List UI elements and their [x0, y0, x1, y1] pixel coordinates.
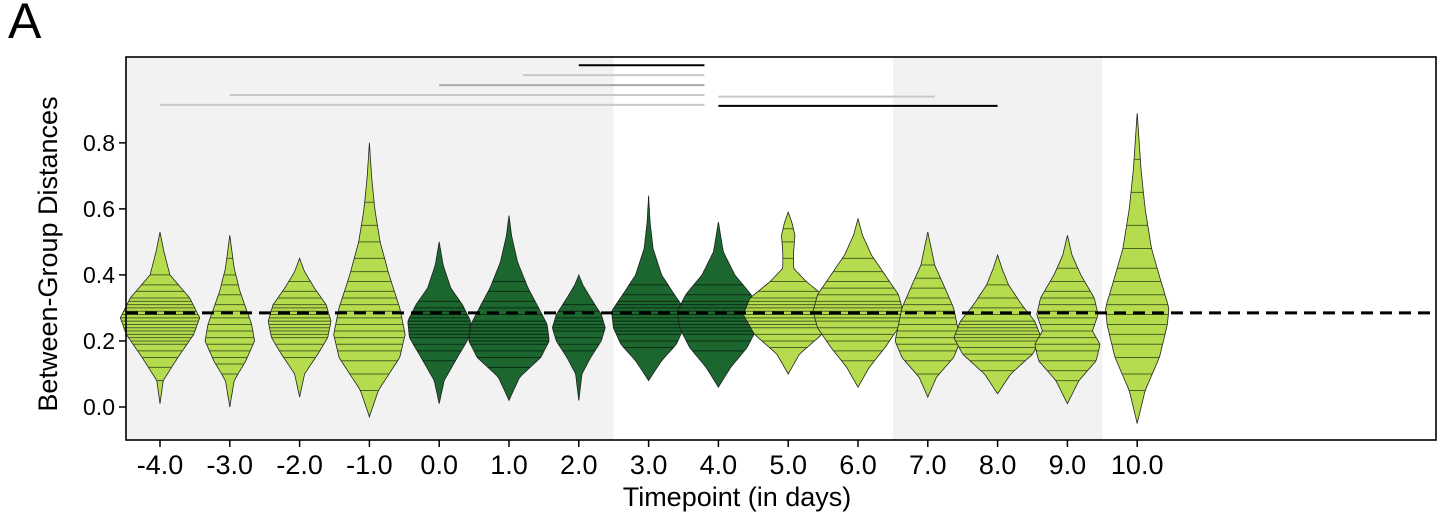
violin-body-0.0	[407, 241, 471, 404]
y-tick-label-4: 0.8	[83, 130, 115, 156]
x-tick-label-0: -4.0	[137, 450, 184, 480]
violin--2.0	[267, 257, 332, 398]
x-tick-label-13: 9.0	[1049, 450, 1087, 480]
x-tick-label-8: 4.0	[700, 450, 738, 480]
violin-1.0	[468, 215, 550, 402]
x-tick-label-2: -2.0	[276, 450, 323, 480]
plot-frame	[125, 56, 1437, 441]
x-tick-label-14: 10.0	[1111, 450, 1164, 480]
x-tick-label-4: 0.0	[420, 450, 458, 480]
violin-10.0	[1105, 113, 1170, 424]
violin--3.0	[204, 235, 255, 408]
y-tick-label-3: 0.6	[83, 196, 115, 222]
violins	[119, 113, 1170, 424]
y-tick-label-2: 0.4	[83, 262, 115, 288]
violin-0.0	[407, 241, 471, 404]
y-tick-label-1: 0.2	[83, 328, 115, 354]
x-tick-label-9: 5.0	[769, 450, 807, 480]
x-tick-label-10: 6.0	[839, 450, 877, 480]
x-tick-label-1: -3.0	[207, 450, 254, 480]
violin-3.0	[611, 195, 686, 382]
axes: 0.0 0.2 0.4 0.6 0.8 -4.0 -3.0 -2.0 -1.0 0.0 1.0 2.0…	[83, 56, 1437, 480]
violin-body--1.0	[333, 142, 406, 419]
violin-9.0	[1034, 235, 1101, 405]
x-tick-label-11: 7.0	[909, 450, 947, 480]
comparison-bars	[160, 64, 998, 107]
x-tick-label-3: -1.0	[346, 450, 393, 480]
violin-2.0	[552, 273, 606, 401]
panel-letter: A	[8, 0, 42, 49]
violin--4.0	[119, 231, 201, 404]
violin-6.0	[812, 217, 904, 389]
y-axis-label: Between-Group Distances	[33, 96, 63, 411]
violin-body-6.0	[812, 217, 904, 389]
x-tick-label-7: 3.0	[630, 450, 668, 480]
x-tick-label-12: 8.0	[979, 450, 1017, 480]
violin-8.0	[953, 253, 1042, 395]
shaded-bands	[125, 57, 1103, 440]
violin--1.0	[333, 142, 406, 419]
y-tick-label-0: 0.0	[83, 394, 115, 420]
violin-body-3.0	[611, 195, 686, 382]
x-axis-label: Timepoint (in days)	[623, 482, 852, 512]
x-tick-label-6: 2.0	[560, 450, 598, 480]
x-tick-label-5: 1.0	[490, 450, 528, 480]
violin-4.0	[677, 222, 760, 388]
violin-body-9.0	[1034, 235, 1101, 405]
